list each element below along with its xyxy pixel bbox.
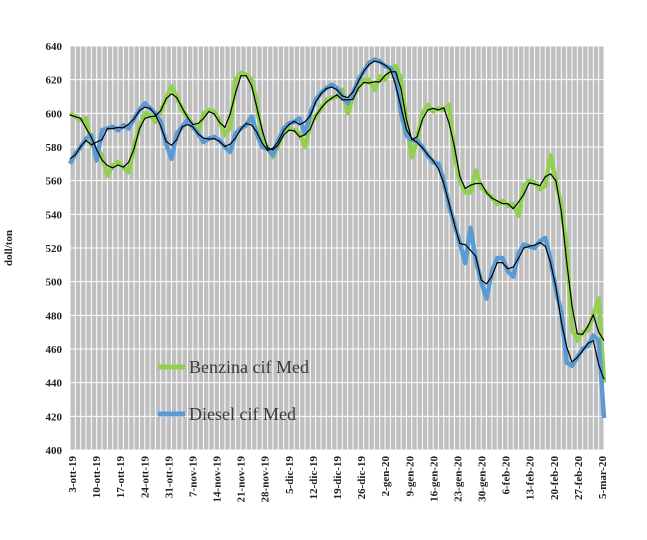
y-tick-label: 540 (46, 209, 63, 221)
x-tick-label: 3-ott-19 (67, 456, 79, 493)
x-tick-label: 17-ott-19 (115, 456, 127, 499)
y-tick-label: 440 (46, 378, 63, 390)
y-axis-title: doll/ton (3, 230, 15, 266)
x-tick-label: 21-nov-19 (236, 456, 248, 503)
y-axis-ticks: 400 420 440 460 480 500 520 540 560 580 600 620 640 (46, 41, 63, 457)
x-tick-label: 19-dic-19 (332, 456, 344, 500)
y-tick-label: 500 (46, 277, 63, 289)
series-trend-benzina (69, 71, 605, 341)
x-axis-ticks: 3-ott-19 10-ott-19 17-ott-19 24-ott-19 31-ot… (67, 456, 609, 503)
x-tick-label: 6-feb-20 (501, 456, 513, 495)
x-tick-label: 12-dic-19 (308, 456, 320, 500)
y-tick-label: 420 (46, 411, 63, 423)
x-tick-label: 13-feb-20 (525, 456, 537, 500)
x-tick-label: 10-ott-19 (91, 456, 103, 499)
series-lines (68, 57, 607, 419)
x-tick-label: 23-gen-20 (452, 456, 464, 502)
y-tick-label: 480 (46, 310, 63, 322)
x-tick-label: 7-nov-19 (187, 456, 199, 497)
y-tick-label: 560 (46, 176, 63, 188)
x-tick-label: 5-dic-19 (284, 456, 296, 494)
legend-label-diesel: Diesel cif Med (189, 404, 296, 424)
series-line-diesel (68, 57, 607, 419)
legend: Benzina cif Med Diesel cif Med (158, 357, 309, 424)
y-tick-label: 400 (46, 445, 63, 457)
x-tick-label: 5-mar-20 (597, 456, 609, 499)
x-tick-label: 26-dic-19 (356, 456, 368, 500)
y-tick-label: 620 (46, 75, 63, 87)
x-tick-label: 30-gen-20 (477, 456, 489, 502)
y-tick-label: 580 (46, 142, 63, 154)
x-tick-label: 2-gen-20 (380, 456, 392, 497)
y-tick-label: 460 (46, 344, 63, 356)
x-tick-label: 14-nov-19 (212, 456, 224, 503)
y-tick-label: 520 (46, 243, 63, 255)
x-tick-label: 20-feb-20 (549, 456, 561, 500)
gridlines (69, 45, 605, 451)
y-tick-label: 600 (46, 108, 63, 120)
x-tick-label: 27-feb-20 (573, 456, 585, 500)
x-tick-label: 24-ott-19 (139, 456, 151, 499)
x-tick-label: 28-nov-19 (260, 456, 272, 503)
series-trend-diesel (69, 60, 605, 380)
x-tick-label: 16-gen-20 (428, 456, 440, 502)
x-tick-label: 31-ott-19 (163, 456, 175, 499)
y-tick-label: 640 (46, 41, 63, 53)
legend-label-benzina: Benzina cif Med (189, 357, 309, 377)
x-tick-label: 9-gen-20 (404, 456, 416, 497)
